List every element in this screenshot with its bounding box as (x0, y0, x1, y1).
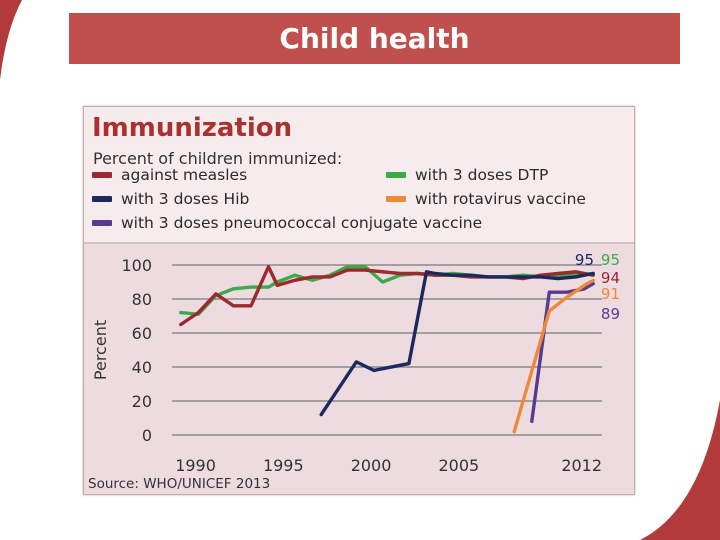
chart-subtitle: Percent of children immunized: (93, 149, 343, 168)
x-tick-label: 1995 (263, 456, 304, 475)
legend-swatch (92, 196, 112, 202)
y-tick-label: 0 (142, 426, 152, 445)
corner-decoration-right (640, 400, 720, 540)
y-tick-label: 60 (132, 324, 152, 343)
legend-swatch (92, 172, 112, 178)
x-tick-label: 2012 (561, 456, 602, 475)
legend-swatch (386, 196, 406, 202)
legend-label: with 3 doses Hib (121, 190, 250, 208)
series-line (179, 264, 595, 327)
data-label: 94 (601, 269, 620, 287)
data-label: 95 (575, 251, 594, 269)
x-tick-label: 1990 (175, 456, 216, 475)
y-tick-label: 20 (132, 392, 152, 411)
legend-swatch (386, 172, 406, 178)
data-label: 91 (601, 285, 620, 303)
y-tick-label: 40 (132, 358, 152, 377)
legend-label: with rotavirus vaccine (415, 190, 586, 208)
data-label: 89 (601, 305, 620, 323)
slide-title: Child health (69, 13, 680, 64)
chart-panel: Immunization Percent of children immuniz… (83, 106, 635, 495)
line-chart: 0 20 40 60 80 100 1990 1995 2000 2005 2012 Percent 9… (88, 251, 620, 492)
x-tick-label: 2005 (438, 456, 479, 475)
legend-area: Immunization Percent of children immuniz… (84, 107, 634, 244)
x-tick-label: 2000 (351, 456, 392, 475)
data-label: 95 (601, 251, 620, 269)
legend-label: with 3 doses pneumococcal conjugate vacc… (121, 214, 483, 232)
y-tick-label: 100 (121, 256, 152, 275)
source-note: Source: WHO/UNICEF 2013 (88, 476, 270, 492)
series-line (319, 270, 595, 417)
y-axis-label: Percent (91, 320, 110, 380)
legend-label: against measles (121, 166, 248, 184)
series-line (512, 278, 595, 434)
corner-decoration-left (0, 0, 22, 80)
y-tick-label: 80 (132, 290, 152, 309)
chart-title: Immunization (92, 113, 293, 143)
legend-swatch (92, 220, 112, 226)
legend-label: with 3 doses DTP (415, 166, 549, 184)
